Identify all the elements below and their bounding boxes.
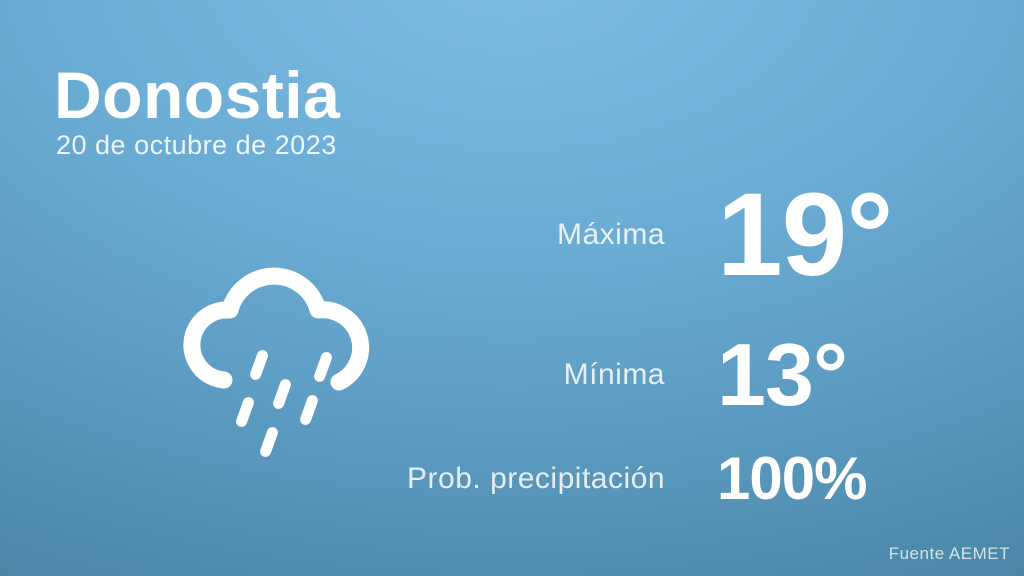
city-name: Donostia: [54, 58, 341, 132]
precipitation-label: Prob. precipitación: [407, 462, 665, 495]
rain-drop: [314, 352, 332, 382]
rain-drop: [273, 379, 291, 409]
precipitation-value: 100%: [717, 445, 867, 512]
minima-value: 13°: [717, 325, 848, 424]
rain-drop: [300, 395, 318, 425]
row-maxima: Máxima 19°: [380, 176, 940, 294]
forecast-date: 20 de octubre de 2023: [56, 130, 337, 160]
minima-label: Mínima: [563, 358, 665, 391]
maxima-label: Máxima: [556, 218, 665, 251]
rain-drop: [236, 397, 254, 427]
rain-drop: [250, 350, 268, 380]
rain-drops: [236, 350, 332, 457]
row-precipitation: Prob. precipitación 100%: [380, 448, 940, 510]
row-minima: Mínima 13°: [380, 329, 940, 421]
maxima-value: 19°: [717, 169, 893, 301]
source-attribution: Fuente AEMET: [888, 544, 1010, 563]
rain-drop: [260, 427, 278, 457]
cloud-outline: [183, 267, 370, 391]
cloud-rain-icon: [183, 267, 370, 457]
